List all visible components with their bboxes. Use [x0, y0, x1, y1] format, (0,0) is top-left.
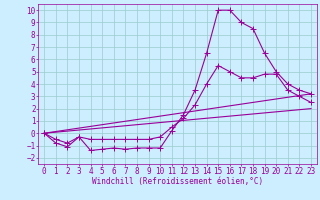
X-axis label: Windchill (Refroidissement éolien,°C): Windchill (Refroidissement éolien,°C) — [92, 177, 263, 186]
